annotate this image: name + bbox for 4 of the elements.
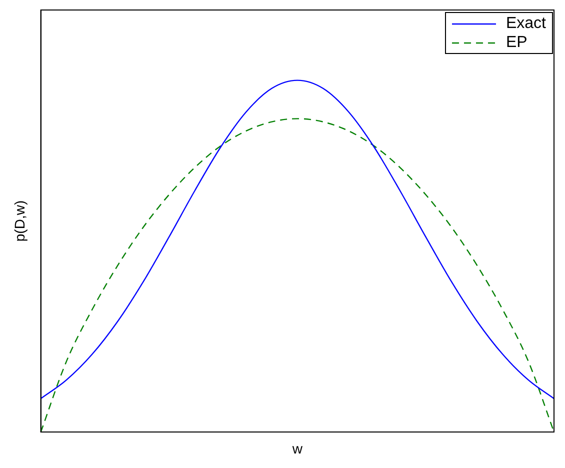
y-axis-title: p(D,w) (11, 200, 28, 242)
x-axis-title: w (291, 440, 304, 456)
legend-label: EP (506, 33, 528, 52)
legend-label: Exact (506, 14, 546, 33)
